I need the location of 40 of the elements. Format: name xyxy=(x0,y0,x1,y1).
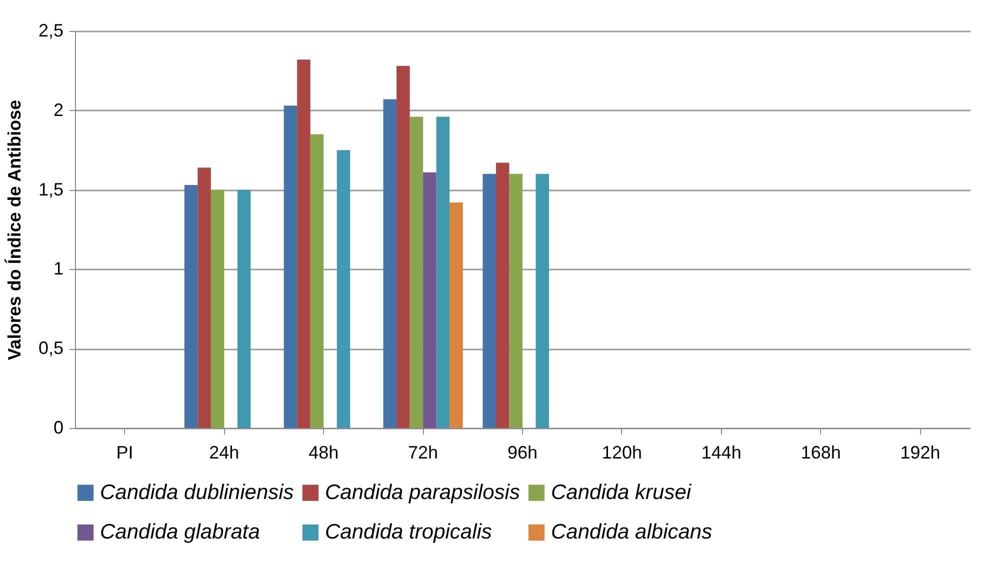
x-tick-label: 120h xyxy=(602,442,642,462)
y-tick-label: 1 xyxy=(53,258,64,279)
bar xyxy=(482,174,496,428)
bar xyxy=(198,168,211,428)
legend-label: Candida albicans xyxy=(551,520,713,544)
y-axis-title: Valores do Índice de Antibiose xyxy=(4,100,24,360)
legend-label: Candida krusei xyxy=(551,480,692,504)
y-tick-label: 2 xyxy=(53,100,64,120)
x-tick-label: 72h xyxy=(408,442,438,462)
bar xyxy=(284,106,298,428)
bar xyxy=(297,60,310,428)
x-tick-label: 144h xyxy=(701,442,742,462)
x-tick-label: 24h xyxy=(209,442,240,462)
bar xyxy=(496,162,510,428)
x-tick-label: 96h xyxy=(507,442,538,462)
bar xyxy=(310,134,324,428)
bar xyxy=(410,116,424,428)
legend-label: Candida tropicalis xyxy=(325,520,492,544)
y-tick-label: 0 xyxy=(53,418,64,438)
bar xyxy=(184,185,198,428)
y-tick-label: 1,5 xyxy=(38,179,64,200)
bar xyxy=(396,66,410,428)
bar xyxy=(336,150,350,428)
x-tick-label: PI xyxy=(116,442,134,462)
x-tick-label: 48h xyxy=(308,442,339,462)
bar xyxy=(237,190,251,428)
legend-label: Candida dubliniensis xyxy=(100,480,294,504)
y-tick-label: 0,5 xyxy=(38,338,64,358)
y-tick-label: 2,5 xyxy=(38,20,64,40)
bar xyxy=(450,202,463,428)
bar xyxy=(210,190,224,428)
bar xyxy=(509,174,522,428)
legend-label: Candida glabrata xyxy=(100,520,260,544)
bar xyxy=(423,172,436,428)
legend-label: Candida parapsilosis xyxy=(325,480,520,504)
x-tick-label: 168h xyxy=(800,442,841,462)
x-tick-label: 192h xyxy=(900,442,940,462)
bar xyxy=(436,116,450,428)
bar xyxy=(383,99,397,428)
bar xyxy=(536,174,550,428)
